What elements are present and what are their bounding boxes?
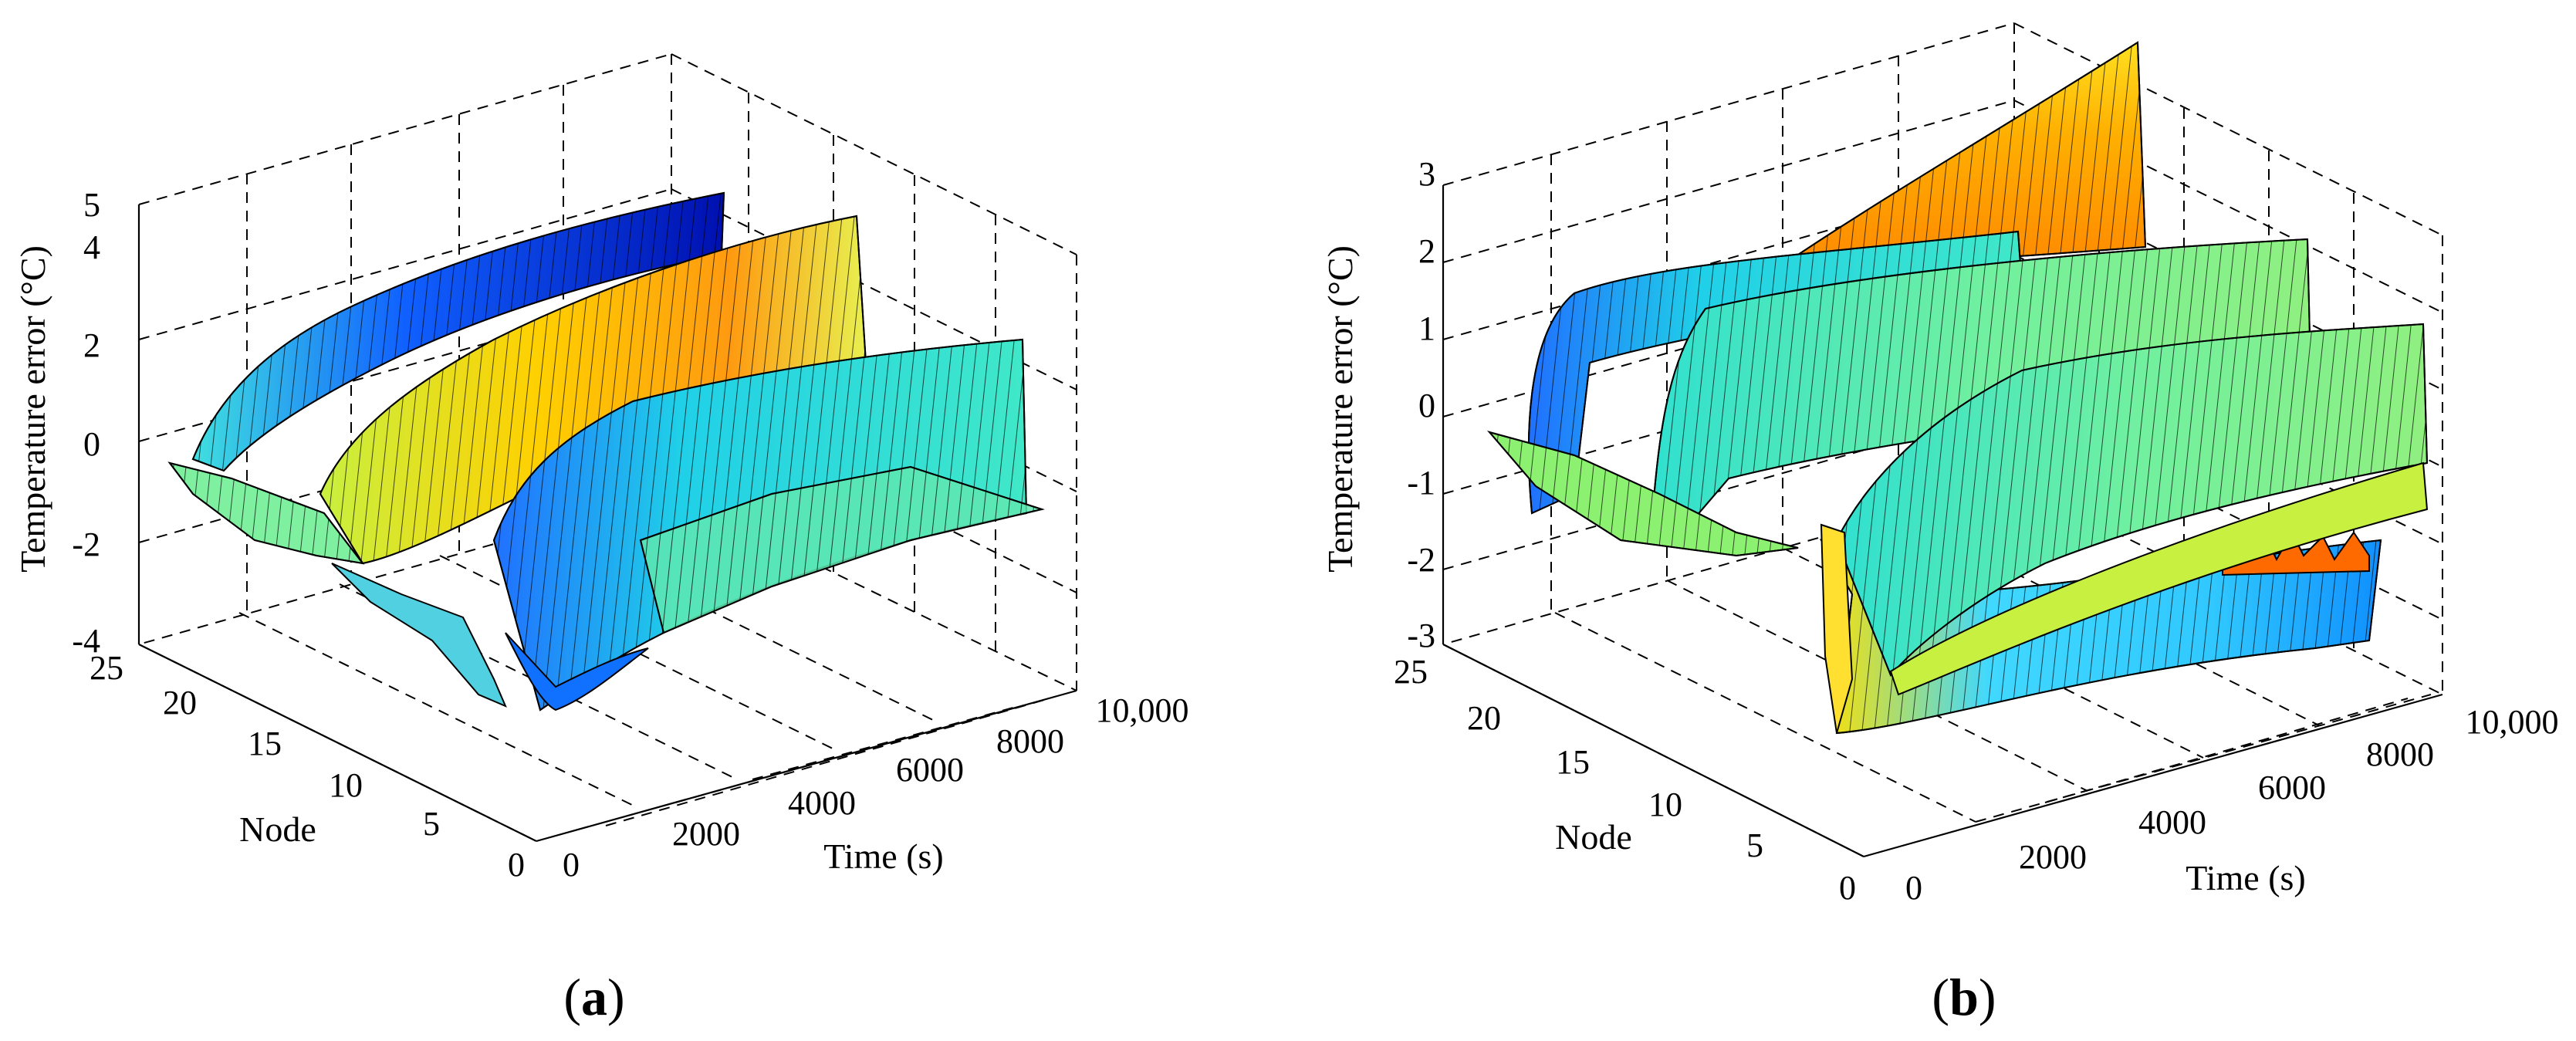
- b-zlabel: Temperature error (°C): [1320, 245, 1360, 573]
- a-y-tick: 15: [248, 725, 282, 762]
- b-z-tick: -1: [1407, 464, 1435, 502]
- a-trough: [505, 632, 649, 711]
- b-x-tick: 2000: [2019, 838, 2087, 876]
- b-y-tick: 5: [1746, 826, 1763, 864]
- panel-b-z-ticks: 3 2 1 0 -1 -2 -3: [1407, 155, 1435, 654]
- a-z-tick: 2: [83, 326, 100, 364]
- a-xlabel: Time (s): [823, 837, 944, 876]
- panel-a-z-ticks: 5 4 2 0 -2 -4: [72, 186, 100, 660]
- b-front-strip: [1889, 461, 2429, 696]
- a-x-tick: 4000: [788, 784, 856, 822]
- b-x-tick: 4000: [2138, 803, 2206, 841]
- b-z-tick: 2: [1418, 232, 1435, 270]
- a-y-tick: 10: [329, 766, 363, 804]
- panel-b-y-ticks: 25 20 15 10 5 0: [1394, 653, 1856, 907]
- b-z-tick: 3: [1418, 155, 1435, 193]
- a-dip: [331, 563, 507, 708]
- b-z-tick: -3: [1407, 617, 1435, 654]
- b-ylabel: Node: [1555, 817, 1632, 857]
- panel-a-label: (a): [563, 968, 624, 1026]
- a-x-tick: 2000: [672, 815, 740, 853]
- panel-b-surface: [1487, 41, 2429, 735]
- b-y-tick: 10: [1648, 786, 1682, 823]
- a-x-tick: 0: [563, 846, 580, 884]
- a-y-tick: 25: [90, 649, 123, 687]
- b-y-tick: 0: [1839, 869, 1856, 907]
- a-x-tick: 8000: [996, 722, 1064, 760]
- b-x-tick: 0: [1905, 869, 1922, 907]
- b-y-tick: 15: [1556, 743, 1590, 781]
- a-z-tick: 0: [83, 425, 100, 463]
- b-z-tick: 0: [1418, 387, 1435, 424]
- b-y-tick: 20: [1467, 699, 1501, 737]
- a-ylabel: Node: [239, 809, 316, 849]
- a-z-tick: -2: [72, 526, 100, 563]
- b-xlabel: Time (s): [2186, 858, 2306, 897]
- a-z-tick: 4: [83, 228, 100, 266]
- a-x-tick: 10,000: [1096, 691, 1189, 729]
- b-y-tick: 25: [1394, 653, 1428, 691]
- panel-a-y-ticks: 25 20 15 10 5 0: [90, 649, 525, 884]
- b-trough: [1820, 523, 1854, 734]
- a-y-tick: 5: [423, 805, 440, 843]
- a-y-tick: 20: [163, 684, 197, 722]
- panel-b-x-ticks: 0 2000 4000 6000 8000 10,000: [1905, 703, 2559, 907]
- a-z-tick: 5: [83, 186, 100, 224]
- panel-a-axes: [137, 204, 1077, 843]
- panel-a-x-ticks: 0 2000 4000 6000 8000 10,000: [563, 691, 1189, 884]
- b-x-tick: 10,000: [2466, 703, 2559, 741]
- a-zlabel: Temperature error (°C): [13, 245, 52, 573]
- a-y-tick: 0: [508, 846, 525, 884]
- b-z-tick: 1: [1418, 309, 1435, 347]
- panel-b-label: (b): [1932, 968, 1996, 1026]
- panel-a: 5 4 2 0 -2 -4 25 20 15 10 5 0 0 2000 400…: [13, 53, 1189, 1026]
- a-x-tick: 6000: [896, 751, 964, 789]
- b-x-tick: 6000: [2258, 769, 2326, 806]
- a-z-tick: -4: [72, 622, 100, 660]
- b-x-tick: 8000: [2366, 735, 2434, 773]
- panel-b-axes: [1442, 185, 2443, 858]
- panel-a-surface: [167, 191, 1045, 711]
- b-z-tick: -2: [1407, 541, 1435, 579]
- panel-b: 3 2 1 0 -1 -2 -3 25 20 15 10 5 0 0 2000 …: [1320, 22, 2559, 1026]
